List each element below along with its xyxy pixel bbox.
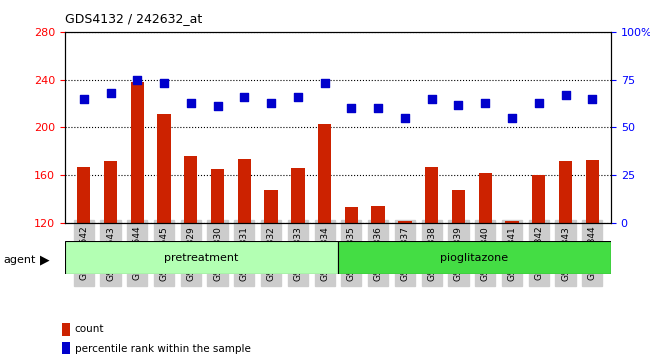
Text: pretreatment: pretreatment (164, 252, 239, 263)
Bar (371, 206, 385, 223)
Bar (131, 82, 144, 223)
Text: GDS4132 / 242632_at: GDS4132 / 242632_at (65, 12, 202, 25)
Point (159, 81, 169, 86)
Point (105, 90, 116, 96)
Point (453, 102, 463, 107)
Point (79, 96, 89, 102)
Point (426, 96, 437, 102)
Point (560, 92, 571, 98)
Bar (65, 241, 338, 274)
Bar (452, 190, 465, 223)
Bar (559, 161, 572, 223)
Bar (505, 221, 519, 223)
Point (186, 100, 196, 105)
Point (587, 96, 597, 102)
Point (400, 115, 410, 121)
Point (213, 104, 223, 109)
Bar (478, 173, 492, 223)
Bar (77, 167, 90, 223)
Bar (157, 114, 171, 223)
Bar (265, 190, 278, 223)
Point (534, 100, 544, 105)
Bar (318, 124, 332, 223)
Point (266, 100, 276, 105)
Bar (344, 207, 358, 223)
Point (239, 94, 250, 100)
Bar (398, 221, 411, 223)
Bar (425, 167, 438, 223)
Bar (586, 160, 599, 223)
Point (292, 94, 303, 100)
Point (132, 77, 142, 82)
Bar (532, 175, 545, 223)
Point (346, 105, 357, 111)
Bar (104, 161, 117, 223)
Bar (238, 159, 251, 223)
Point (373, 105, 384, 111)
Bar (291, 168, 305, 223)
Bar (338, 241, 611, 274)
Bar (211, 169, 224, 223)
Point (480, 100, 490, 105)
Point (319, 81, 330, 86)
Text: percentile rank within the sample: percentile rank within the sample (75, 344, 251, 354)
Bar (184, 156, 198, 223)
Point (507, 115, 517, 121)
Text: count: count (75, 324, 104, 334)
Text: pioglitazone: pioglitazone (441, 252, 508, 263)
Text: agent: agent (3, 255, 36, 265)
Text: ▶: ▶ (40, 254, 50, 267)
